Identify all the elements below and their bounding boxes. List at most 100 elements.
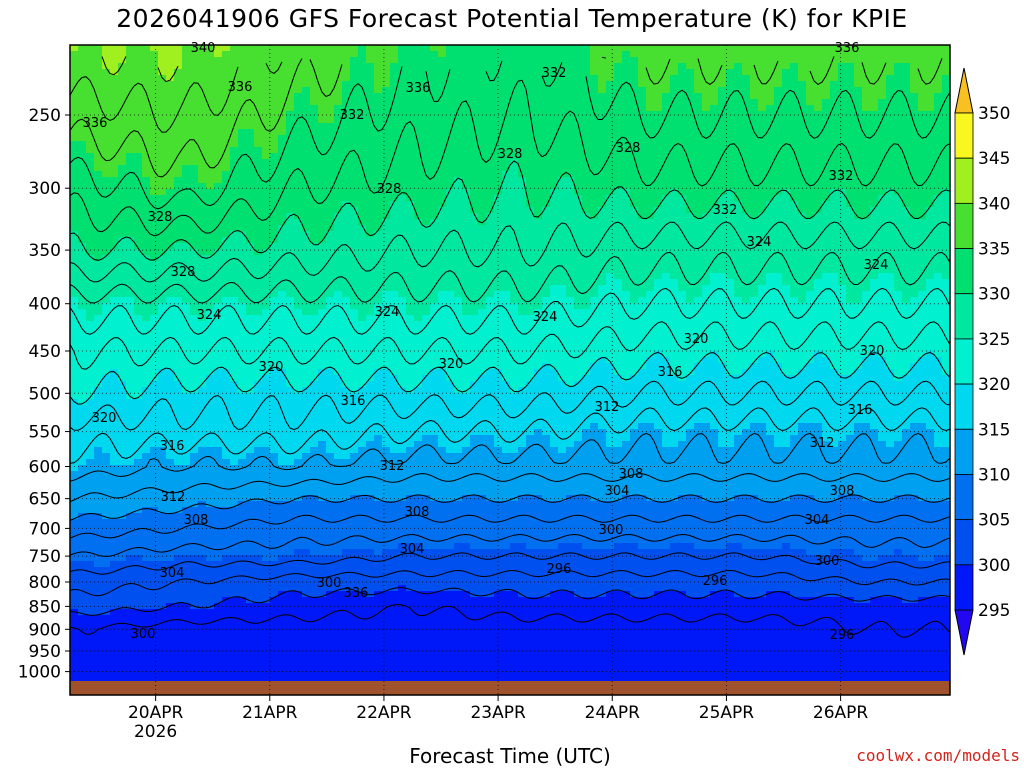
heat-cell — [382, 543, 391, 550]
heat-cell — [110, 165, 119, 172]
heat-cell — [222, 207, 231, 214]
heat-cell — [214, 627, 223, 634]
heat-cell — [150, 363, 159, 370]
heat-cell — [366, 81, 375, 88]
heat-cell — [214, 531, 223, 538]
heat-cell — [78, 459, 87, 466]
heat-cell — [190, 297, 199, 304]
heat-cell — [262, 333, 271, 340]
heat-cell — [174, 459, 183, 466]
heat-cell — [318, 591, 327, 598]
heat-cell — [390, 369, 399, 376]
heat-cell — [222, 423, 231, 430]
heat-cell — [206, 393, 215, 400]
heat-cell — [334, 249, 343, 256]
heat-cell — [78, 519, 87, 526]
heat-cell — [198, 333, 207, 340]
heat-cell — [398, 51, 407, 58]
heat-cell — [214, 375, 223, 382]
heat-cell — [270, 447, 279, 454]
heat-cell — [238, 543, 247, 550]
heat-cell — [430, 423, 439, 430]
heat-cell — [214, 477, 223, 484]
heat-cell — [342, 405, 351, 412]
heat-cell — [390, 441, 399, 448]
heat-cell — [166, 321, 175, 328]
heat-cell — [70, 381, 79, 388]
heat-cell — [142, 555, 151, 562]
heat-cell — [318, 315, 327, 322]
heat-cell — [238, 177, 247, 184]
heat-cell — [414, 657, 423, 664]
heat-cell — [230, 237, 239, 244]
heat-cell — [318, 207, 327, 214]
heat-cell — [214, 513, 223, 520]
heat-cell — [286, 375, 295, 382]
heat-cell — [246, 483, 255, 490]
heat-cell — [358, 147, 367, 154]
heat-cell — [102, 585, 111, 592]
heat-cell — [318, 435, 327, 442]
heat-cell — [326, 657, 335, 664]
heat-cell — [246, 501, 255, 508]
heat-cell — [230, 321, 239, 328]
heat-cell — [86, 333, 95, 340]
heat-cell — [238, 417, 247, 424]
heat-cell — [134, 45, 143, 52]
heat-cell — [134, 261, 143, 268]
heat-cell — [94, 375, 103, 382]
heat-cell — [102, 231, 111, 238]
heat-cell — [422, 99, 431, 106]
heat-cell — [150, 393, 159, 400]
heat-cell — [278, 567, 287, 574]
heat-cell — [278, 207, 287, 214]
heat-cell — [102, 165, 111, 172]
heat-cell — [430, 291, 439, 298]
heat-cell — [430, 555, 439, 562]
heat-cell — [262, 351, 271, 358]
heat-cell — [414, 135, 423, 142]
heat-cell — [270, 99, 279, 106]
heat-cell — [150, 129, 159, 136]
heat-cell — [294, 195, 303, 202]
heat-cell — [78, 129, 87, 136]
heat-cell — [326, 585, 335, 592]
heat-cell — [238, 201, 247, 208]
heat-cell — [318, 411, 327, 418]
heat-cell — [398, 651, 407, 658]
heat-cell — [206, 669, 215, 676]
heat-cell — [150, 369, 159, 376]
heat-cell — [198, 633, 207, 640]
heat-cell — [422, 81, 431, 88]
heat-cell — [158, 573, 167, 580]
heat-cell — [278, 549, 287, 556]
heat-cell — [390, 513, 399, 520]
heat-cell — [150, 531, 159, 538]
heat-cell — [166, 471, 175, 478]
heat-cell — [206, 573, 215, 580]
heat-cell — [70, 255, 79, 262]
heat-cell — [94, 183, 103, 190]
heat-cell — [190, 195, 199, 202]
heat-cell — [246, 345, 255, 352]
heat-cell — [110, 399, 119, 406]
heat-cell — [78, 249, 87, 256]
heat-cell — [326, 243, 335, 250]
heat-cell — [278, 297, 287, 304]
heat-cell — [382, 141, 391, 148]
heat-cell — [222, 81, 231, 88]
heat-cell — [214, 567, 223, 574]
heat-cell — [302, 315, 311, 322]
heat-cell — [150, 405, 159, 412]
heat-cell — [110, 573, 119, 580]
heat-cell — [214, 609, 223, 616]
heat-cell — [310, 51, 319, 58]
heat-cell — [182, 369, 191, 376]
heat-cell — [302, 165, 311, 172]
heat-cell — [102, 111, 111, 118]
heat-cell — [70, 297, 79, 304]
heat-cell — [406, 393, 415, 400]
heat-cell — [310, 351, 319, 358]
heat-cell — [118, 195, 127, 202]
